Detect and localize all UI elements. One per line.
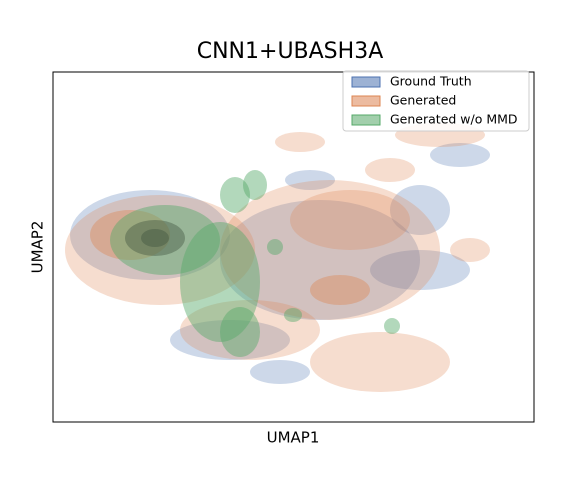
density-region [285, 170, 335, 190]
density-region [170, 320, 290, 360]
legend-swatch [351, 114, 381, 126]
legend-swatch [351, 76, 381, 88]
axes-frame [52, 71, 535, 423]
chart-title: CNN1+UBASH3A [197, 39, 384, 64]
density-region [110, 205, 220, 275]
y-axis-label: UMAP2 [29, 221, 47, 274]
density-region [180, 300, 320, 360]
density-region [310, 332, 450, 392]
density-region [180, 222, 260, 342]
density-core [141, 229, 169, 247]
density-region [430, 143, 490, 167]
density-region [365, 158, 415, 182]
x-axis-label: UMAP1 [267, 429, 320, 447]
density-region [390, 185, 450, 235]
density-region [70, 190, 230, 280]
density-core [310, 275, 370, 305]
legend-label: Ground Truth [390, 74, 472, 89]
density-layer [65, 123, 490, 392]
legend-label: Generated [390, 93, 456, 108]
density-region [275, 132, 325, 152]
legend: Ground Truth Generated Generated w/o MMD [342, 70, 530, 132]
density-region [250, 360, 310, 384]
density-region [370, 250, 470, 290]
legend-label: Generated w/o MMD [390, 112, 518, 127]
density-region [243, 170, 267, 200]
density-region [220, 200, 420, 320]
density-region [220, 307, 260, 357]
density-region [290, 190, 410, 250]
density-region [284, 308, 302, 322]
density-region [267, 239, 283, 255]
density-region [65, 195, 255, 305]
legend-swatch [351, 95, 381, 107]
legend-box [342, 70, 530, 132]
density-region [384, 318, 400, 334]
density-region [220, 177, 250, 213]
density-region [220, 180, 440, 320]
density-core [90, 210, 170, 260]
density-core [125, 220, 185, 256]
density-region [450, 238, 490, 262]
